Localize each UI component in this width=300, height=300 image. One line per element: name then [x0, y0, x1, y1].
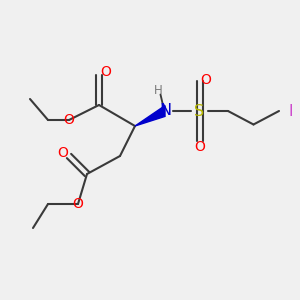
- Text: O: O: [201, 73, 212, 86]
- Polygon shape: [135, 106, 165, 126]
- Text: S: S: [194, 103, 205, 118]
- Text: O: O: [57, 146, 68, 160]
- Text: O: O: [64, 113, 74, 127]
- Text: H: H: [154, 84, 163, 98]
- Text: N: N: [159, 103, 171, 118]
- Text: O: O: [73, 197, 83, 211]
- Text: I: I: [288, 103, 292, 118]
- Text: O: O: [194, 140, 205, 154]
- Text: O: O: [100, 65, 111, 79]
